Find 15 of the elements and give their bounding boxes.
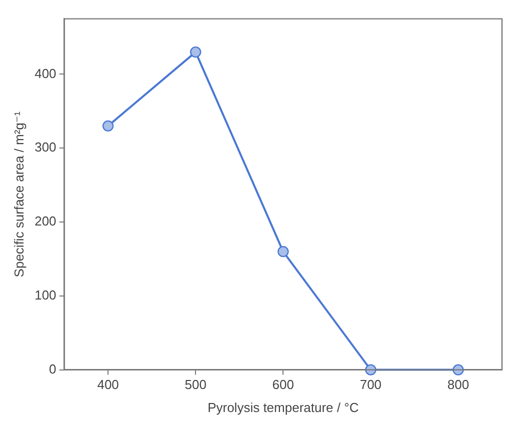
point	[190, 46, 202, 58]
x-axis-title: Pyrolysis temperature / °C	[208, 400, 359, 415]
y-axis-title: Specific surface area / m²g⁻¹	[11, 110, 26, 278]
x-tick-label: 500	[184, 377, 206, 392]
y-tick-label: 0	[49, 361, 56, 376]
x-tick-label: 600	[272, 377, 294, 392]
x-tick-label: 400	[97, 377, 119, 392]
point	[278, 246, 289, 258]
y-tick-label: 400	[34, 66, 56, 81]
x-tick-label: 800	[447, 377, 470, 392]
x-tick-label: 700	[360, 377, 382, 392]
y-tick-label: 200	[34, 214, 56, 229]
y-tick-label: 100	[34, 287, 56, 302]
point	[102, 120, 114, 132]
y-tick-label: 300	[34, 140, 56, 155]
